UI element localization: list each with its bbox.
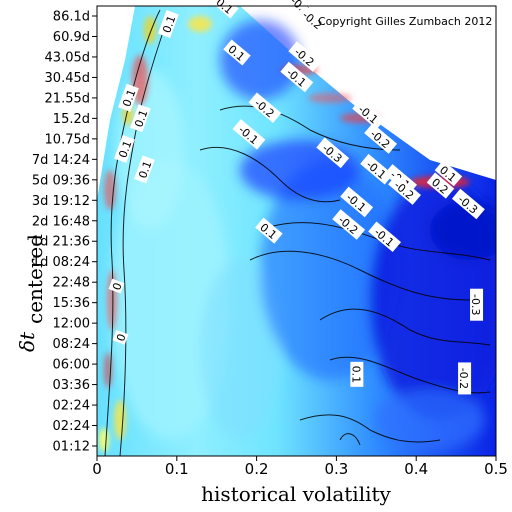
contour-label-bg — [255, 217, 283, 244]
contour-label-bg — [248, 92, 282, 124]
contour-label-bg — [364, 123, 398, 154]
y-tick-label: 03:36 — [53, 378, 90, 393]
contour-label-bg — [316, 137, 350, 169]
contour-label-text: 0.1 — [116, 139, 134, 160]
contour-label-bg — [280, 61, 314, 93]
y-tick-label: 01:12 — [53, 440, 90, 455]
y-tick-label: 7d 14:24 — [32, 153, 90, 168]
x-axis-ticks: 0 0.1 0.2 0.3 0.4 0.5 — [92, 456, 508, 478]
y-tick-label: 86.1d — [53, 10, 90, 25]
y-axis-title-main: δt — [15, 331, 39, 352]
contour-label-bg — [108, 278, 125, 294]
x-tick-label: 0 — [92, 460, 102, 478]
contour-label-bg — [458, 362, 472, 395]
y-tick-label: 5d 09:36 — [32, 173, 90, 188]
contour-label: 0.1 — [118, 83, 139, 112]
y-tick-label: 15.2d — [53, 112, 90, 127]
contour-label-text: -0.3 — [469, 294, 482, 315]
y-tick-label: 1d 21:36 — [32, 235, 90, 250]
x-tick-label: 0.2 — [245, 460, 269, 478]
contour-label-text: 0.1 — [349, 366, 362, 384]
contour-label-bg — [426, 172, 455, 199]
contour-label-bg — [114, 134, 135, 163]
contour-label-text: 0.1 — [132, 108, 150, 129]
contour-label-bg — [470, 288, 484, 321]
contour-label: 0.1 — [114, 134, 135, 163]
copyright-text: Copyright Gilles Zumbach 2012 — [318, 15, 492, 28]
y-axis-title: δt centered — [15, 234, 47, 352]
contour-label: 0 — [108, 278, 125, 294]
contour-label-bg — [340, 186, 374, 218]
contour-label-bg — [211, 0, 239, 19]
contour-label-text: 0.1 — [136, 159, 154, 180]
contour-label: 0.1 — [157, 10, 179, 38]
x-axis-title: historical volatility — [201, 482, 391, 506]
heatmap-surface — [97, 6, 496, 456]
contour-label: 0.1 — [134, 155, 155, 184]
y-tick-label: 15:36 — [53, 296, 90, 311]
contour-label-bg — [134, 155, 155, 184]
y-tick-label: 2d 16:48 — [32, 214, 90, 229]
y-tick-label: 10.75d — [45, 132, 90, 147]
y-tick-label: 3d 19:12 — [32, 194, 90, 209]
contour-label: 0.1 — [130, 104, 151, 133]
y-tick-label: 06:00 — [53, 358, 90, 373]
y-tick-label: 22:48 — [53, 276, 90, 291]
contour-label-bg — [223, 39, 251, 66]
plot-frame — [96, 5, 497, 457]
contour-label-bg — [296, 4, 330, 35]
y-tick-label: 12:00 — [53, 317, 90, 332]
contour-label-text: 0 — [110, 281, 125, 292]
contour-label-text: -0.2 — [457, 368, 470, 389]
y-axis-title-sub: centered — [23, 234, 47, 324]
y-tick-label: 02:24 — [53, 399, 90, 414]
contour-label-text: 0.1 — [120, 88, 138, 109]
contour-label: 0 — [112, 329, 129, 345]
contour-label-text: 0.1 — [160, 14, 178, 35]
contour-label: -0.2 — [457, 362, 472, 395]
x-tick-label: 0.3 — [324, 460, 348, 478]
y-axis-ticks: 01:12 02:24 02:24 03:36 06:00 08:24 12:00 15:36… — [32, 10, 97, 455]
x-tick-label: 0.4 — [404, 460, 428, 478]
y-tick-label: 08:24 — [53, 337, 90, 352]
contour-label-bg — [332, 209, 366, 240]
contour-label-bg — [434, 160, 463, 187]
y-tick-label: 60.9d — [53, 30, 90, 45]
contour-label-bg — [451, 188, 485, 220]
contour-label-bg — [130, 104, 151, 133]
y-tick-label: 43.05d — [45, 50, 90, 65]
x-tick-label: 0.5 — [484, 460, 508, 478]
contour-label-bg — [288, 41, 322, 72]
y-tick-label: 30.45d — [45, 71, 90, 86]
contour-label-bg — [350, 361, 364, 387]
contour-label-bg — [157, 10, 179, 38]
contour-label: 0.1 — [349, 361, 364, 387]
contour-label-bg — [352, 98, 386, 130]
contour-label-bg — [118, 83, 139, 112]
contour-label: -0.3 — [469, 288, 484, 321]
y-tick-label: 1d 08:24 — [32, 255, 90, 270]
contour-label-bg — [112, 329, 129, 345]
contour-label-bg — [360, 153, 394, 185]
y-tick-label: 21.55d — [45, 91, 90, 106]
contour-label-bg — [388, 174, 421, 205]
x-tick-label: 0.1 — [165, 460, 189, 478]
contour-label-bg — [232, 119, 266, 150]
y-tick-label: 02:24 — [53, 419, 90, 434]
contour-label-text: 0 — [114, 332, 129, 343]
contour-label-bg — [368, 221, 402, 253]
